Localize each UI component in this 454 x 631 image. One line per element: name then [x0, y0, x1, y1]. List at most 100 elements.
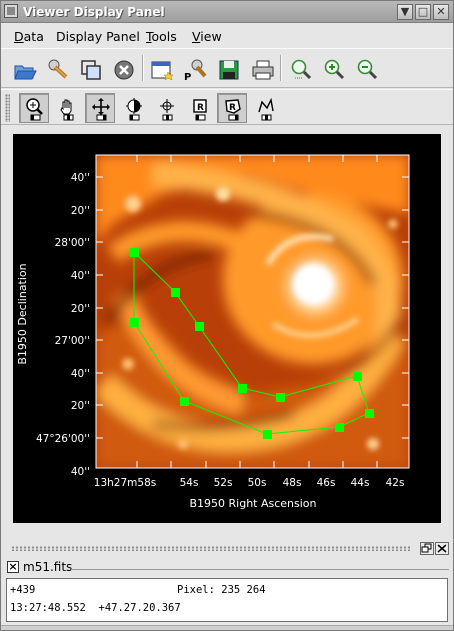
plot-frame: [95, 154, 410, 469]
polyline-icon: [258, 97, 274, 121]
y-tick-label: 40'': [71, 368, 90, 380]
menu-view[interactable]: View: [192, 29, 222, 44]
adjust-button[interactable]: [42, 54, 72, 84]
polygon-vertex-handle[interactable]: [335, 423, 344, 432]
menu-display-panel-label: isplay Panel: [65, 29, 140, 44]
y-tick-label: 28'00'': [55, 237, 90, 249]
zoom-fit-button[interactable]: [285, 54, 315, 84]
polygon-vertex-handle[interactable]: [365, 409, 374, 418]
rectangle-region-icon: R: [193, 99, 207, 121]
zoom-in-icon: [324, 59, 345, 80]
x-tick-label: 50s: [248, 477, 267, 489]
close-icon: [437, 544, 447, 553]
menu-data[interactable]: Data: [14, 29, 44, 44]
dec-value: +47.27.20.367: [98, 602, 181, 614]
x-tick-label: 42s: [386, 477, 405, 489]
menu-data-label: ata: [23, 29, 44, 44]
printer-icon: [252, 60, 274, 80]
polygon-region-icon: R: [225, 99, 241, 121]
polygon-vertex-handle[interactable]: [171, 288, 180, 297]
polygon-region[interactable]: [133, 250, 370, 435]
copy-windows-icon: [81, 60, 101, 80]
pan-hand-icon: [60, 99, 74, 121]
window-bottom-edge[interactable]: [1, 625, 453, 630]
menu-tools-mnemonic: T: [146, 29, 152, 44]
move-tool-button[interactable]: [85, 93, 115, 123]
crosshair-icon: [160, 99, 174, 121]
new-window-icon: [151, 61, 174, 81]
polygon-vertex-handle[interactable]: [195, 322, 204, 331]
print-setup-letter: P: [184, 72, 191, 82]
crosshair-tool-button[interactable]: [151, 93, 181, 123]
new-panel-button[interactable]: [75, 54, 105, 84]
svg-text:R: R: [229, 103, 236, 113]
save-disk-icon: [219, 60, 239, 80]
contrast-icon: [126, 98, 142, 121]
zoom-out-button[interactable]: [351, 54, 381, 84]
polygon-region-tool-button[interactable]: R: [217, 93, 247, 123]
y-axis-label: B1950 Declination: [16, 263, 29, 364]
image-tab-row: × m51.fits: [1, 557, 453, 577]
close-panel-button[interactable]: [108, 54, 138, 84]
window-title: Viewer Display Panel: [23, 5, 165, 19]
window-menu-icon[interactable]: [4, 4, 18, 18]
y-tick-label: 20'': [71, 205, 90, 217]
close-window-button[interactable]: ✕: [433, 4, 449, 20]
x-axis-label: B1950 Right Ascension: [189, 497, 316, 510]
polygon-vertex-handle[interactable]: [130, 248, 139, 257]
menu-display-panel-prefix: D: [56, 29, 66, 44]
move-cross-icon: [92, 98, 110, 121]
menu-display-panel[interactable]: Display Panel: [56, 29, 140, 44]
x-tick-label: 13h27m58s: [94, 477, 156, 489]
zoom-tool-button[interactable]: [19, 93, 49, 123]
undock-button[interactable]: [420, 542, 434, 555]
position-tracking-panel: +439 Pixel: 235 264 13:27:48.552 +47.27.…: [6, 578, 448, 622]
x-tick-label: 44s: [351, 477, 370, 489]
toolbar-grip[interactable]: [5, 94, 10, 122]
ra-value: 13:27:48.552: [10, 602, 86, 614]
x-tick-label: 48s: [283, 477, 302, 489]
title-bar[interactable]: Viewer Display Panel ▼ □ ✕: [1, 1, 453, 23]
polyline-tool-button[interactable]: [250, 93, 280, 123]
pixel-readout: Pixel: 235 264: [177, 584, 266, 596]
y-tick-labels: 40'' 20'' 28'00'' 40'' 20'' 27'00'' 40''…: [36, 172, 90, 478]
x-tick-marks: [136, 155, 378, 468]
menu-view-mnemonic: V: [192, 29, 201, 44]
polygon-vertex-handle[interactable]: [180, 397, 189, 406]
polygon-vertex-handle[interactable]: [276, 393, 285, 402]
menu-tools-label: ools: [151, 29, 177, 44]
restore-icon: [421, 543, 432, 553]
polygon-vertex-handle[interactable]: [130, 318, 139, 327]
panel-splitter[interactable]: [11, 546, 411, 551]
rectangle-region-tool-button[interactable]: R: [184, 93, 214, 123]
y-tick-label: 20'': [71, 303, 90, 315]
open-data-button[interactable]: [9, 54, 39, 84]
close-tab-icon[interactable]: ×: [7, 560, 19, 573]
minimize-button[interactable]: ▼: [397, 4, 413, 20]
polygon-vertex-handle[interactable]: [353, 372, 362, 381]
new-window-button[interactable]: [146, 54, 176, 84]
mouse-tools-toolbar: R R: [1, 89, 453, 125]
zoom-tool-icon: [26, 98, 43, 121]
toolbar-separator: [280, 55, 282, 81]
print-setup-button[interactable]: P: [179, 54, 209, 84]
image-tab-label[interactable]: m51.fits: [23, 560, 73, 574]
maximize-button[interactable]: □: [415, 4, 431, 20]
close-panel-dock-button[interactable]: [435, 542, 449, 555]
pan-tool-button[interactable]: [52, 93, 82, 123]
print-button[interactable]: [247, 54, 277, 84]
wrench-icon: [48, 59, 68, 79]
intensity-value: +439: [10, 584, 36, 596]
save-button[interactable]: [213, 54, 243, 84]
zoom-in-button[interactable]: [318, 54, 348, 84]
image-display-canvas[interactable]: 40'' 20'' 28'00'' 40'' 20'' 27'00'' 40''…: [13, 134, 441, 523]
menu-tools[interactable]: Tools: [146, 29, 177, 44]
sky-image-plot[interactable]: 40'' 20'' 28'00'' 40'' 20'' 27'00'' 40''…: [13, 134, 441, 523]
y-tick-label: 40'': [71, 172, 90, 184]
menu-view-label: iew: [200, 29, 222, 44]
colormap-tool-button[interactable]: [118, 93, 148, 123]
polygon-vertex-handle[interactable]: [238, 384, 247, 393]
menu-data-mnemonic: D: [14, 29, 24, 44]
polygon-vertex-handle[interactable]: [263, 430, 272, 439]
